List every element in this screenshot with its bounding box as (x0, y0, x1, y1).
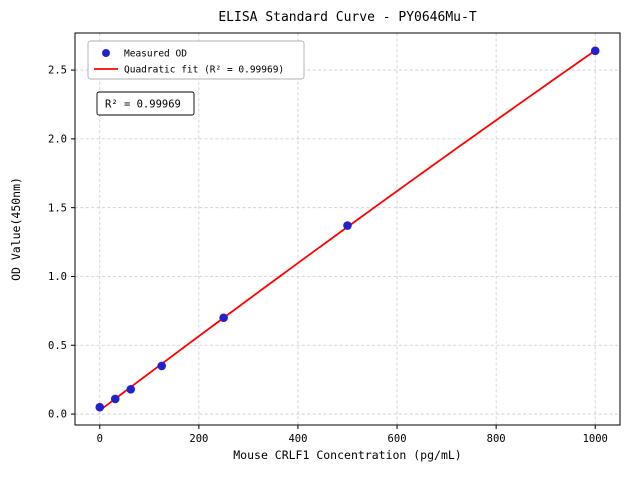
x-tick-label: 1000 (583, 433, 608, 445)
data-point (157, 361, 167, 371)
data-point (126, 384, 136, 394)
x-tick-label: 200 (189, 433, 208, 445)
y-tick-label: 1.5 (48, 202, 67, 214)
annotation-text: R² = 0.99969 (105, 99, 181, 111)
data-point (95, 402, 105, 412)
legend-item-label: Measured OD (124, 48, 187, 59)
legend-item-label: Quadratic fit (R² = 0.99969) (124, 64, 284, 75)
y-axis-label: OD Value(450nm) (9, 177, 23, 281)
legend: Measured OD Quadratic fit (R² = 0.99969) (87, 40, 305, 80)
y-tick-label: 0.5 (48, 340, 67, 352)
legend-box (87, 40, 305, 80)
y-tick-label: 1.0 (48, 271, 67, 283)
annotation-box (96, 91, 195, 116)
axes-spines (74, 32, 621, 426)
data-point (219, 313, 228, 323)
data-point (590, 46, 600, 56)
data-point (110, 394, 120, 404)
y-tick-label: 0.0 (48, 409, 67, 421)
y-tick-label: 2.0 (48, 133, 67, 145)
r-squared-annotation: R² = 0.99969 (96, 91, 195, 116)
y-tick-label: 2.5 (48, 65, 67, 77)
x-tick-label: 400 (288, 433, 307, 445)
x-tick-label: 800 (487, 433, 506, 445)
legend-marker-circle (102, 49, 110, 57)
x-tick-label: 0 (97, 433, 103, 445)
x-tick-label: 600 (388, 433, 407, 445)
chart-title: ELISA Standard Curve - PY0646Mu-T (218, 10, 476, 25)
x-axis-label: Mouse CRLF1 Concentration (pg/mL) (233, 448, 461, 462)
data-point (343, 221, 352, 230)
